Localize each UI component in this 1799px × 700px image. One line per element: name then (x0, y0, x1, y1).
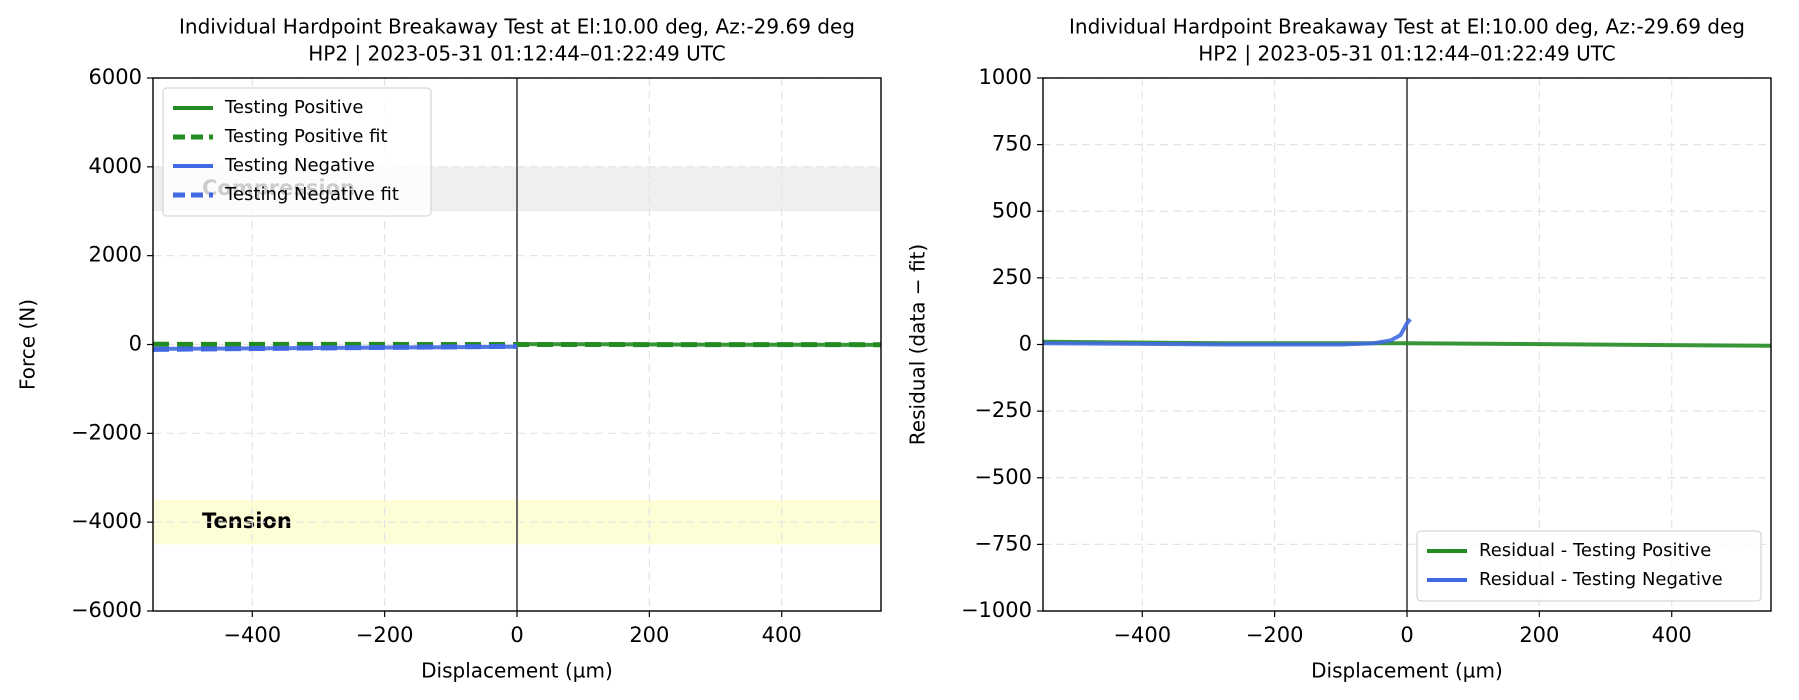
x-tick-label: −400 (1113, 623, 1171, 647)
chart-title: Individual Hardpoint Breakaway Test at E… (179, 15, 855, 39)
series-line (1042, 317, 1412, 347)
y-tick-label: 4000 (89, 154, 142, 178)
legend-box (162, 87, 432, 217)
y-tick-label: 250 (992, 265, 1032, 289)
band-label: Tension (202, 509, 292, 533)
y-tick-label: −2000 (71, 420, 142, 444)
chart-panel: Individual Hardpoint Breakaway Test at E… (16, 15, 882, 683)
series-line (152, 343, 518, 352)
chart-panel: Individual Hardpoint Breakaway Test at E… (906, 15, 1772, 683)
legend-label: Testing Negative fit (224, 184, 399, 205)
legend-label: Testing Negative (224, 155, 375, 176)
legend-label: Residual - Testing Negative (1479, 569, 1723, 590)
x-axis-label: Displacement (µm) (1311, 659, 1503, 683)
legend-label: Residual - Testing Positive (1479, 540, 1711, 561)
legend-label: Testing Positive (224, 97, 363, 118)
series-line (516, 342, 882, 347)
x-tick-label: −200 (1246, 623, 1304, 647)
chart-title: Individual Hardpoint Breakaway Test at E… (1069, 15, 1745, 39)
x-tick-label: 200 (1519, 623, 1559, 647)
y-tick-label: −250 (974, 398, 1032, 422)
y-tick-label: 0 (1019, 332, 1032, 356)
y-tick-label: 1000 (979, 65, 1032, 89)
x-tick-label: 0 (510, 623, 523, 647)
y-tick-label: −6000 (71, 598, 142, 622)
y-tick-label: 500 (992, 198, 1032, 222)
plot-frame (152, 77, 882, 612)
plot-frame (1042, 77, 1772, 612)
y-tick-label: −750 (974, 531, 1032, 555)
legend: Residual - Testing Positive Residual - Te… (1416, 530, 1762, 602)
legend-label: Testing Positive fit (224, 126, 388, 147)
y-axis-label: Force (N) (16, 299, 40, 390)
x-tick-label: −200 (356, 623, 414, 647)
chart-subtitle: HP2 | 2023-05-31 01:12:44–01:22:49 UTC (308, 42, 726, 66)
x-tick-label: 400 (762, 623, 802, 647)
x-tick-label: 400 (1652, 623, 1692, 647)
y-axis-label: Residual (data − fit) (906, 244, 930, 445)
y-tick-label: 2000 (89, 243, 142, 267)
y-tick-label: −1000 (961, 598, 1032, 622)
y-tick-label: 0 (129, 332, 142, 356)
y-tick-label: −500 (974, 465, 1032, 489)
y-tick-label: −4000 (71, 509, 142, 533)
x-axis-label: Displacement (µm) (421, 659, 613, 683)
y-tick-label: 6000 (89, 65, 142, 89)
y-tick-label: 750 (992, 132, 1032, 156)
x-tick-label: 0 (1400, 623, 1413, 647)
legend-box (1416, 530, 1762, 602)
x-tick-label: 200 (629, 623, 669, 647)
x-tick-label: −400 (223, 623, 281, 647)
chart-subtitle: HP2 | 2023-05-31 01:12:44–01:22:49 UTC (1198, 42, 1616, 66)
legend: Testing Positive Testing Positive fit Test… (162, 87, 432, 217)
